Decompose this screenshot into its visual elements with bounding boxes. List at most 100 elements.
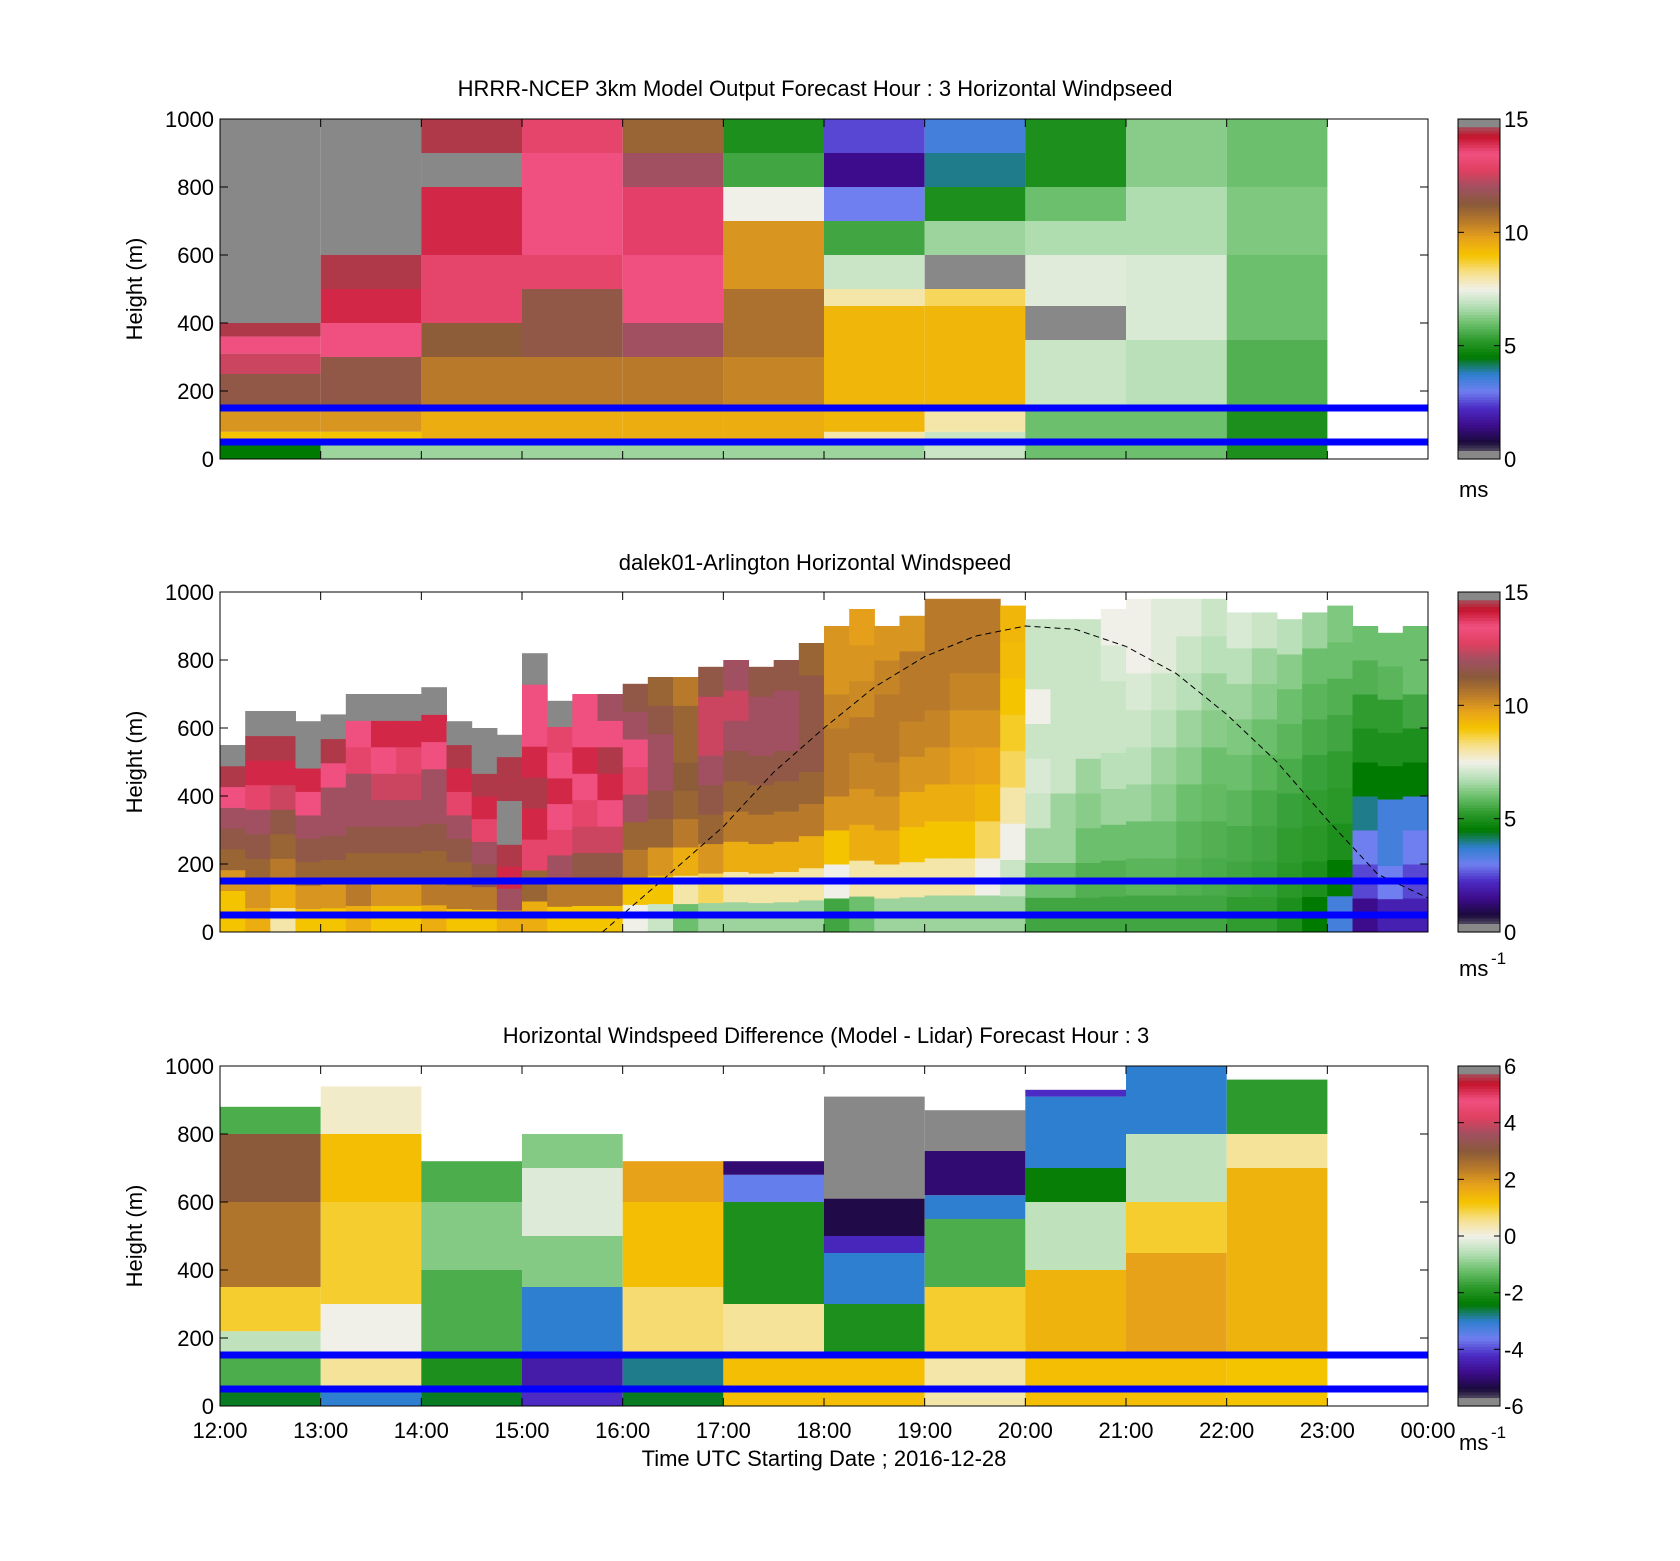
colorbar-swatch — [1458, 628, 1500, 633]
heatmap-cell — [1226, 187, 1328, 255]
colorbar-swatch — [1458, 713, 1500, 718]
heatmap-cell — [522, 746, 548, 778]
heatmap-cell — [1100, 680, 1127, 718]
heatmap-cell — [220, 353, 321, 374]
heatmap-cell — [773, 690, 800, 721]
panel-model-y-ticks: 0 200 400 600 800 1000 — [165, 107, 1428, 472]
heatmap-cell — [824, 830, 850, 865]
colorbar-swatch — [1458, 1389, 1500, 1393]
heatmap-cell — [824, 796, 850, 831]
colorbar-swatch — [1458, 136, 1500, 140]
heatmap-cell — [320, 1202, 422, 1304]
heatmap-cell — [547, 880, 573, 907]
heatmap-cell — [924, 820, 951, 859]
heatmap-cell — [723, 690, 749, 721]
heatmap-cell — [597, 852, 624, 880]
heatmap-cell — [1327, 678, 1353, 715]
heatmap-cell — [824, 1253, 925, 1304]
heatmap-cell — [824, 306, 925, 432]
heatmap-cell — [295, 814, 322, 839]
colorbar-swatch — [1458, 1193, 1500, 1197]
heatmap-cell — [773, 780, 800, 812]
heatmap-cell — [572, 773, 598, 801]
heatmap-cell — [572, 905, 598, 933]
heatmap-cell — [673, 762, 699, 791]
heatmap-cell — [874, 660, 900, 695]
heatmap-cell — [773, 841, 800, 872]
colorbar-swatch — [1458, 209, 1500, 214]
colorbar-swatch — [1458, 141, 1500, 146]
colorbar-swatch — [1458, 912, 1500, 916]
heatmap-cell — [1126, 408, 1227, 459]
heatmap-cell — [371, 746, 397, 774]
colorbar-swatch — [1458, 436, 1500, 440]
colorbar-swatch — [1458, 1102, 1500, 1107]
heatmap-cell — [1176, 858, 1202, 896]
heatmap-cell — [421, 687, 447, 715]
heatmap-cell — [1352, 694, 1379, 729]
heatmap-cell — [496, 822, 523, 845]
heatmap-cell — [924, 153, 1026, 187]
heatmap-cell — [371, 773, 397, 801]
heatmap-cell — [975, 635, 1001, 674]
heatmap-cell — [748, 843, 775, 874]
colorbar-swatch — [1458, 150, 1500, 154]
heatmap-cell — [1151, 598, 1177, 637]
heatmap-cell — [320, 762, 347, 788]
heatmap-cell — [597, 746, 624, 774]
x-tick-label: 22:00 — [1199, 1418, 1254, 1443]
heatmap-cell — [220, 890, 246, 912]
colorbar-swatch — [1458, 351, 1500, 355]
colorbar-swatch — [1458, 444, 1500, 449]
colorbar-swatch — [1458, 300, 1500, 304]
heatmap-cell — [1025, 340, 1126, 408]
heatmap-cell — [245, 907, 271, 933]
colorbar-swatch — [1458, 1131, 1500, 1135]
heatmap-cell — [1126, 119, 1227, 187]
heatmap-cell — [1126, 635, 1152, 674]
colorbar-tick-label: -4 — [1504, 1337, 1524, 1362]
colorbar-swatch — [1458, 1204, 1500, 1209]
heatmap-cell — [1126, 746, 1152, 785]
heatmap-cell — [421, 323, 522, 357]
colorbar-swatch — [1458, 1287, 1500, 1291]
colorbar-overflow — [1458, 592, 1500, 600]
heatmap-cell — [1201, 709, 1228, 748]
colorbar-swatch — [1458, 730, 1500, 735]
colorbar-swatch — [1458, 272, 1500, 276]
heatmap-cell — [345, 852, 372, 880]
heatmap-cell — [572, 746, 598, 774]
heatmap-cell — [924, 119, 1026, 153]
heatmap-cell — [1025, 1270, 1126, 1355]
heatmap-cell — [220, 1355, 321, 1386]
colorbar-swatch — [1458, 286, 1500, 290]
colorbar-swatch — [1458, 895, 1500, 899]
heatmap-cell — [824, 762, 850, 797]
colorbar-swatch — [1458, 915, 1500, 919]
heatmap-cell — [220, 848, 246, 871]
heatmap-cell — [673, 790, 699, 820]
heatmap-cell — [824, 660, 850, 695]
colorbar-swatch — [1458, 1190, 1500, 1195]
heatmap-cell — [1327, 641, 1353, 679]
colorbar-swatch — [1458, 320, 1500, 324]
heatmap-cell — [1176, 783, 1202, 822]
colorbar-swatch — [1458, 1173, 1500, 1178]
heatmap-cell — [1402, 660, 1429, 695]
heatmap-cell — [824, 1096, 925, 1199]
heatmap-cell — [547, 726, 573, 753]
heatmap-cell — [345, 720, 372, 748]
colorbar-swatch — [1458, 1221, 1500, 1226]
colorbar-swatch — [1458, 623, 1500, 627]
colorbar-swatch — [1458, 206, 1500, 211]
colorbar-swatch — [1458, 1352, 1500, 1356]
panel-lidar-y-ticks: 0 200 400 600 800 1000 — [165, 580, 1428, 945]
colorbar-swatch — [1458, 759, 1500, 763]
colorbar-swatch — [1458, 886, 1500, 891]
colorbar-swatch — [1458, 626, 1500, 630]
heatmap-cell — [446, 838, 473, 863]
panel-model-colorbar: 0 5 10 15 ms — [1457, 107, 1528, 502]
colorbar-swatch — [1458, 1380, 1500, 1384]
colorbar-swatch — [1458, 869, 1500, 874]
heatmap-cell — [924, 289, 1026, 306]
